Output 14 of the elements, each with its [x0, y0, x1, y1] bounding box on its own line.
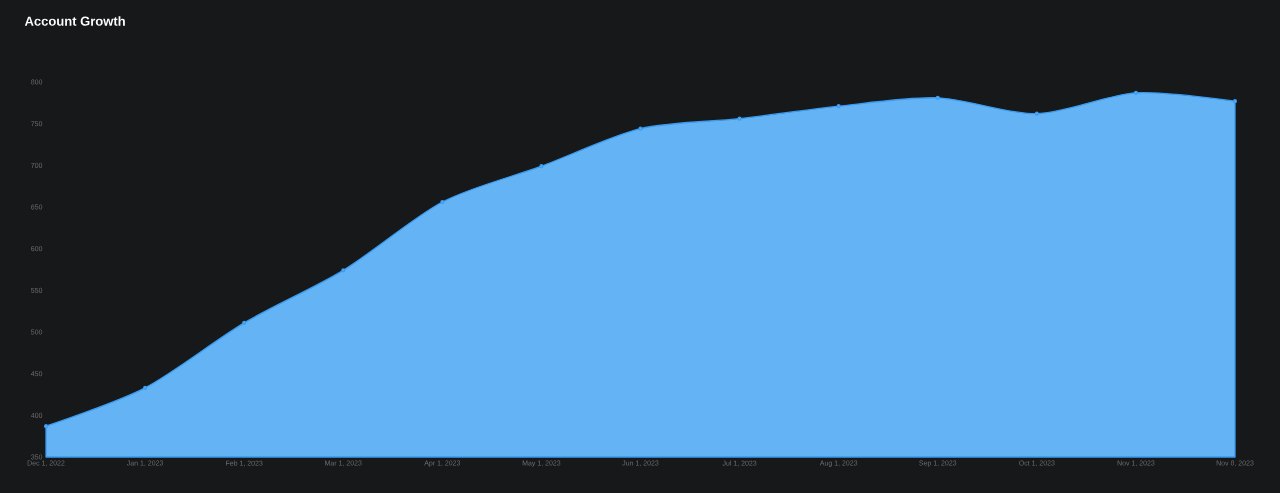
point — [440, 199, 445, 205]
point — [242, 320, 247, 325]
point — [638, 126, 643, 131]
point — [1232, 99, 1238, 104]
point — [737, 116, 742, 121]
point — [539, 164, 544, 169]
point — [43, 424, 49, 429]
chart-title: Account Growth — [24, 16, 125, 26]
point — [341, 268, 346, 273]
point — [1034, 111, 1039, 116]
point — [935, 95, 940, 100]
point — [836, 104, 841, 109]
point — [1133, 90, 1138, 95]
point — [143, 385, 148, 390]
